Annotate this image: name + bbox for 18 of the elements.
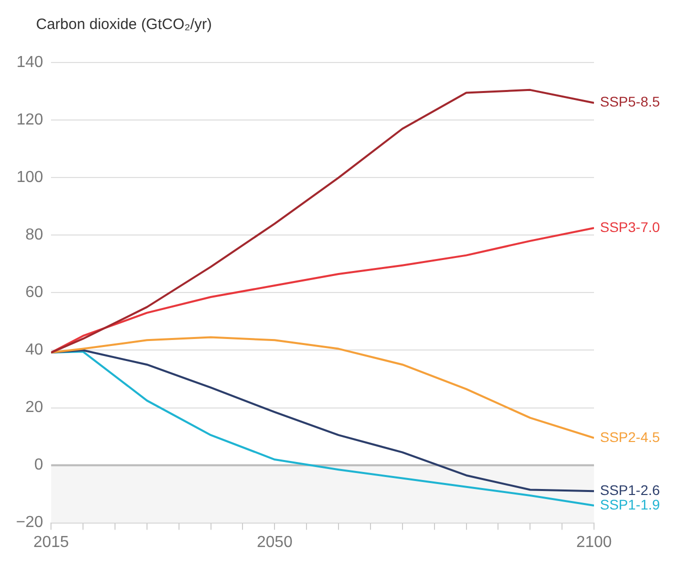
x-tick-label: 2015 <box>33 534 70 551</box>
y-tick-label: 120 <box>16 112 44 129</box>
series-label: SSP5-8.5 <box>600 94 660 110</box>
y-axis-title: Carbon dioxide (GtCO₂/yr) <box>35 15 213 35</box>
series-label: SSP3-7.0 <box>600 218 660 235</box>
y-tick-label: 80 <box>25 226 44 244</box>
series-label: SSP2-4.5 <box>600 428 660 445</box>
y-tick-label: 20 <box>25 399 44 416</box>
series-label: SSP1-2.6 <box>600 482 660 498</box>
x-tick-label: 2050 <box>256 534 293 551</box>
y-tick-label: 60 <box>25 284 44 302</box>
y-tick-label: 100 <box>16 169 44 186</box>
y-tick-label: −20 <box>16 514 44 532</box>
y-tick-label: 40 <box>25 342 44 359</box>
y-tick-label: 0 <box>34 456 44 474</box>
series-label: SSP1-1.9 <box>600 496 660 512</box>
x-tick-label: 2100 <box>576 534 612 551</box>
y-tick-label: 140 <box>16 54 44 72</box>
